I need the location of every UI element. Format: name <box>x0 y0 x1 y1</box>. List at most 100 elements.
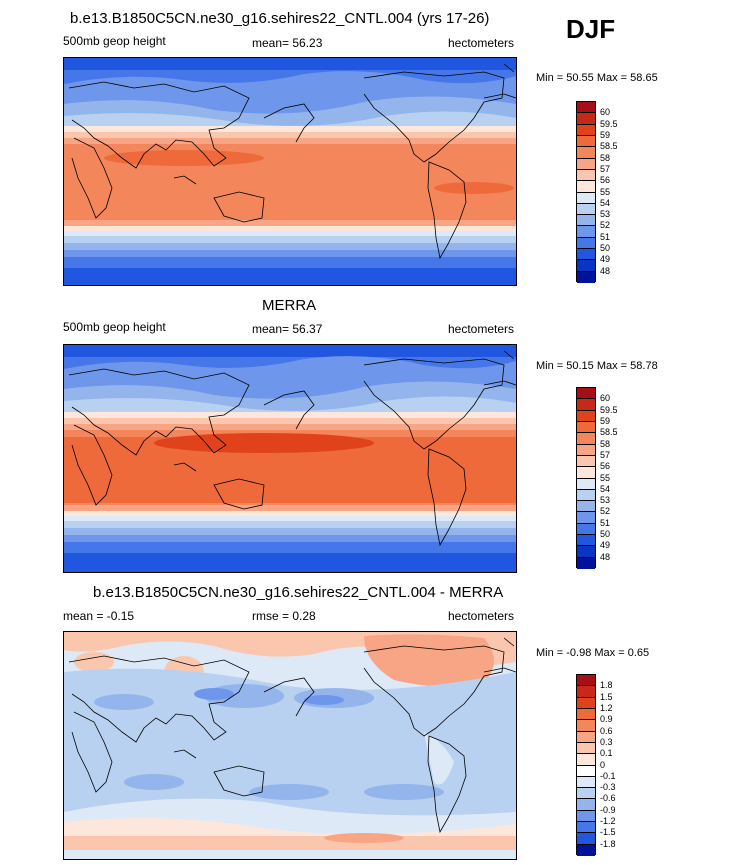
panel3-map <box>63 631 517 860</box>
colorbar-tick-label: -0.6 <box>600 793 616 804</box>
panel2-colorbar <box>576 387 596 569</box>
colorbar-tick-label: 51 <box>600 517 611 528</box>
colorbar-swatch <box>577 523 595 536</box>
colorbar-tick-label: 0.9 <box>600 714 613 725</box>
colorbar-swatch <box>577 102 595 114</box>
panel1-units-label: hectometers <box>448 36 515 50</box>
colorbar-tick-label: 59 <box>600 415 611 426</box>
colorbar-tick-label: 51 <box>600 231 611 242</box>
colorbar-tick-label: 1.5 <box>600 691 613 702</box>
panel1-minmax-label: Min = 50.55 Max = 58.65 <box>536 72 658 84</box>
panel2-variable-label: 500mb geop height <box>63 320 166 334</box>
colorbar-swatch <box>577 421 595 434</box>
colorbar-tick-label: 58 <box>600 152 611 163</box>
colorbar-tick-label: 52 <box>600 220 611 231</box>
panel2-mean-label: mean= 56.37 <box>252 322 323 336</box>
colorbar-tick-label: 56 <box>600 175 611 186</box>
colorbar-tick-label: -1.2 <box>600 816 616 827</box>
panel3-units-label: hectometers <box>448 609 515 623</box>
colorbar-swatch <box>577 271 595 283</box>
panel2-coastlines <box>68 350 516 547</box>
colorbar-swatch <box>577 535 595 547</box>
colorbar-tick-label: 54 <box>600 197 611 208</box>
panel3-rmse-label: rmse = 0.28 <box>252 609 316 623</box>
colorbar-tick-label: 59 <box>600 129 611 140</box>
colorbar-swatch <box>577 388 595 400</box>
colorbar-tick-label: 59.5 <box>600 118 618 129</box>
panel3-colorbar-labels: 1.8 1.5 1.2 0.9 0.6 0.3 0.1 0 -0.1 -0.3 -0.6 -0.9 -1… <box>576 674 636 855</box>
colorbar-tick-label: 49 <box>600 540 611 551</box>
colorbar-swatch <box>577 226 595 238</box>
colorbar-tick-label: 53 <box>600 495 611 506</box>
colorbar-tick-label: 58.5 <box>600 141 618 152</box>
panel3-field-svg <box>64 632 516 859</box>
colorbar-tick-label: -0.3 <box>600 782 616 793</box>
colorbar-swatch <box>577 478 595 490</box>
panel1-coastlines <box>68 63 516 260</box>
colorbar-swatch <box>577 697 595 709</box>
colorbar-swatch <box>577 546 595 558</box>
colorbar-tick-label: 50 <box>600 243 611 254</box>
colorbar-tick-label: 56 <box>600 461 611 472</box>
colorbar-swatch <box>577 844 595 856</box>
colorbar-swatch <box>577 799 595 811</box>
colorbar-swatch <box>577 203 595 216</box>
colorbar-tick-label: 48 <box>600 551 611 562</box>
colorbar-swatch <box>577 433 595 445</box>
panel2-colorbar-labels: 60 59.5 59 58.5 58 57 56 55 54 53 52 51 50 49 48 <box>576 387 636 568</box>
colorbar-tick-label: 55 <box>600 186 611 197</box>
colorbar-swatch <box>577 776 595 789</box>
colorbar-tick-label: 50 <box>600 529 611 540</box>
colorbar-tick-label: 0 <box>600 759 606 770</box>
colorbar-tick-label: 60 <box>600 393 611 404</box>
colorbar-swatch <box>577 675 595 687</box>
colorbar-tick-label: 58 <box>600 438 611 449</box>
colorbar-swatch <box>577 788 595 800</box>
panel1-map <box>63 57 517 286</box>
colorbar-swatch <box>577 169 595 182</box>
panel3-minmax-label: Min = -0.98 Max = 0.65 <box>536 647 650 659</box>
colorbar-swatch <box>577 410 595 422</box>
colorbar-swatch <box>577 192 595 204</box>
colorbar-swatch <box>577 731 595 743</box>
colorbar-tick-label: 58.5 <box>600 427 618 438</box>
colorbar-tick-label: 53 <box>600 209 611 220</box>
colorbar-swatch <box>577 489 595 502</box>
colorbar-tick-label: 49 <box>600 254 611 265</box>
colorbar-tick-label: 1.8 <box>600 680 613 691</box>
colorbar-swatch <box>577 754 595 766</box>
panel3-title: b.e13.B1850C5CN.ne30_g16.sehires22_CNTL.… <box>93 584 504 601</box>
colorbar-swatch <box>577 455 595 468</box>
colorbar-tick-label: 1.2 <box>600 702 613 713</box>
panel1-variable-label: 500mb geop height <box>63 34 166 48</box>
panel3-mean-label: mean = -0.15 <box>63 609 135 623</box>
colorbar-swatch <box>577 467 595 479</box>
colorbar-swatch <box>577 708 595 721</box>
colorbar-swatch <box>577 135 595 148</box>
colorbar-swatch <box>577 765 595 777</box>
colorbar-tick-label: 0.6 <box>600 725 613 736</box>
colorbar-tick-label: 0.3 <box>600 736 613 747</box>
colorbar-tick-label: -0.9 <box>600 804 616 815</box>
colorbar-swatch <box>577 444 595 456</box>
panel2-units-label: hectometers <box>448 322 515 336</box>
panel3-colorbar <box>576 674 596 856</box>
colorbar-tick-label: 57 <box>600 449 611 460</box>
season-label: DJF <box>566 14 616 44</box>
colorbar-tick-label: 0.1 <box>600 748 613 759</box>
colorbar-swatch <box>577 260 595 272</box>
colorbar-swatch <box>577 181 595 193</box>
colorbar-tick-label: -1.8 <box>600 838 616 849</box>
colorbar-swatch <box>577 501 595 513</box>
colorbar-swatch <box>577 113 595 125</box>
panel1-colorbar-labels: 60 59.5 59 58.5 58 57 56 55 54 53 52 51 50 49 48 <box>576 101 636 282</box>
colorbar-swatch <box>577 833 595 845</box>
colorbar-tick-label: 54 <box>600 483 611 494</box>
colorbar-swatch <box>577 215 595 227</box>
colorbar-swatch <box>577 810 595 823</box>
colorbar-tick-label: 52 <box>600 506 611 517</box>
panel2-minmax-label: Min = 50.15 Max = 58.78 <box>536 360 658 372</box>
colorbar-swatch <box>577 249 595 261</box>
colorbar-swatch <box>577 512 595 524</box>
colorbar-tick-label: -1.5 <box>600 827 616 838</box>
